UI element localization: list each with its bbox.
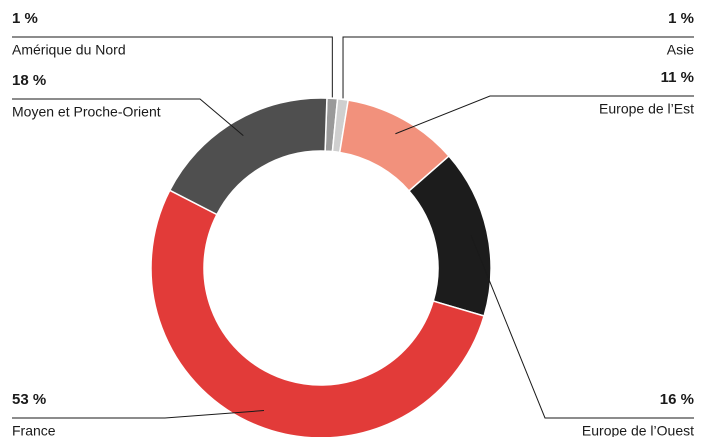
percent-label: 1 % (668, 10, 694, 27)
percent-label: 16 % (660, 391, 694, 408)
donut-slice (407, 154, 492, 317)
category-label: Europe de l’Est (599, 101, 694, 117)
category-label: Europe de l’Ouest (582, 423, 694, 437)
percent-label: 11 % (661, 69, 694, 86)
leader-line (12, 98, 244, 136)
leader-line (395, 95, 694, 135)
leader-line (12, 36, 333, 98)
leader-line (470, 234, 694, 419)
donut-slice (168, 97, 328, 216)
percent-label: 1 % (12, 10, 38, 27)
percent-label: 18 % (12, 72, 46, 89)
donut-slice (150, 189, 486, 437)
category-label: France (12, 423, 56, 437)
leader-line (342, 36, 694, 99)
leader-line (12, 410, 265, 419)
category-label: Amérique du Nord (12, 42, 126, 58)
percent-label: 53 % (12, 391, 46, 408)
category-label: Moyen et Proche-Orient (12, 104, 161, 120)
category-label: Asie (667, 42, 694, 58)
